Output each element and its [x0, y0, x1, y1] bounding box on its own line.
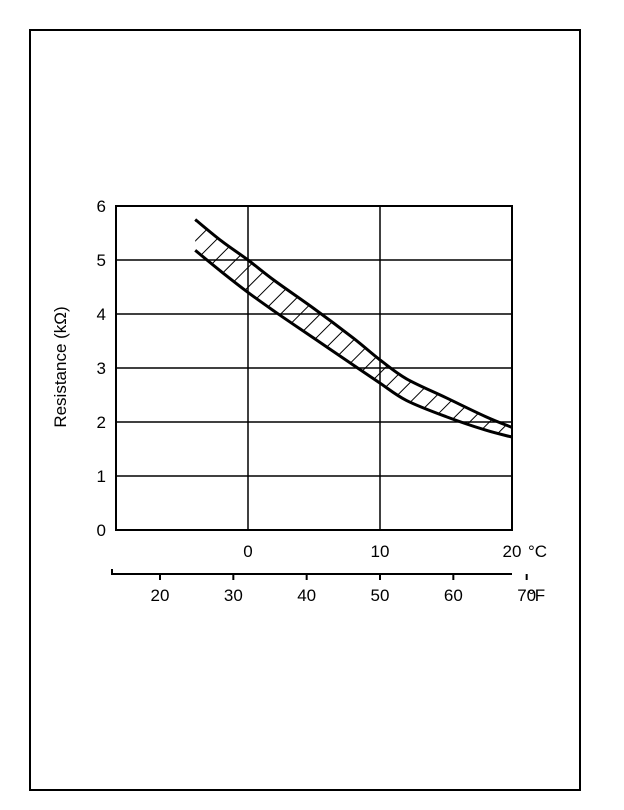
fahrenheit-axis: 20 30 40 50 60 70	[111, 569, 536, 605]
y-tick-label: 2	[97, 413, 106, 432]
y-tick-label: 6	[97, 197, 106, 216]
fahrenheit-unit-label: °F	[528, 586, 545, 605]
celsius-unit-label: °C	[528, 542, 547, 561]
figure-frame	[29, 29, 581, 791]
fahrenheit-tick-label: 60	[444, 586, 463, 605]
upper-curve	[194, 218, 513, 429]
plot-grid	[115, 205, 513, 531]
y-tick-label: 5	[97, 251, 106, 270]
fahrenheit-tick-label: 70	[517, 586, 536, 605]
y-tick-label: 1	[97, 467, 106, 486]
celsius-tick-label: 10	[371, 542, 390, 561]
y-axis-label: Resistance (kΩ)	[51, 306, 70, 427]
y-tick-label: 4	[97, 305, 106, 324]
y-tick-labels: 0 1 2 3 4 5 6	[97, 197, 106, 540]
fahrenheit-tick-label: 40	[297, 586, 316, 605]
fahrenheit-tick-label: 30	[224, 586, 243, 605]
celsius-tick-label: 20	[503, 542, 522, 561]
y-tick-label: 3	[97, 359, 106, 378]
resistance-band-hatch	[195, 219, 512, 438]
lower-curve	[194, 249, 513, 439]
fahrenheit-tick-label: 50	[371, 586, 390, 605]
fahrenheit-tick-label: 20	[151, 586, 170, 605]
celsius-tick-label: 0	[243, 542, 252, 561]
celsius-tick-labels: 0 10 20	[243, 542, 521, 561]
y-tick-label: 0	[97, 521, 106, 540]
